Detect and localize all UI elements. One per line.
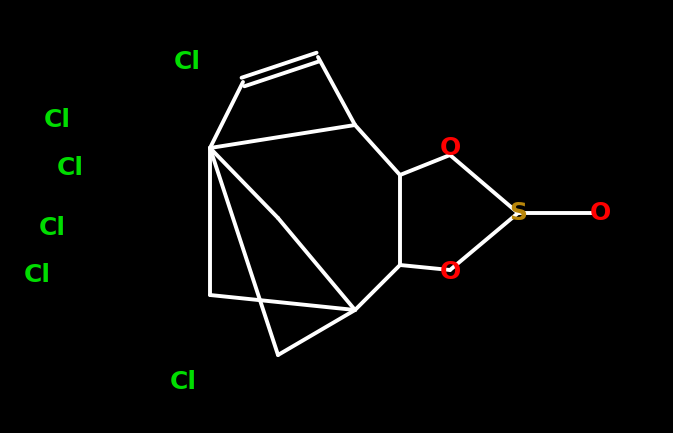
Text: Cl: Cl [57, 156, 83, 180]
Text: O: O [439, 136, 460, 160]
Text: Cl: Cl [174, 50, 201, 74]
Text: Cl: Cl [170, 370, 197, 394]
Text: S: S [509, 201, 527, 225]
Text: Cl: Cl [38, 216, 65, 240]
Text: Cl: Cl [24, 263, 50, 287]
Text: O: O [439, 260, 460, 284]
Text: O: O [590, 201, 610, 225]
Text: Cl: Cl [44, 108, 71, 132]
